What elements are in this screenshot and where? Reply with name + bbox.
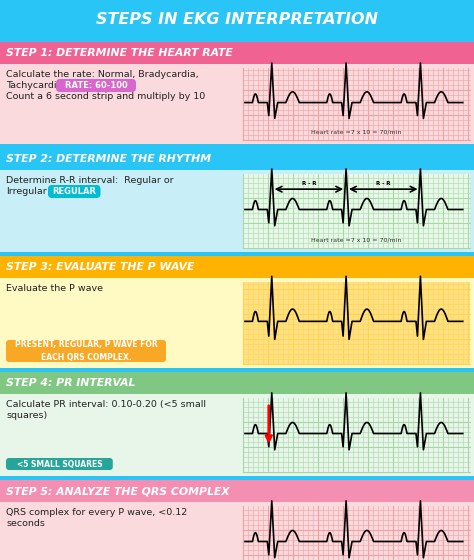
Text: Calculate PR interval: 0.10-0.20 (<5 small: Calculate PR interval: 0.10-0.20 (<5 sma… (6, 400, 206, 409)
Text: seconds: seconds (6, 519, 45, 528)
Text: STEP 1: DETERMINE THE HEART RATE: STEP 1: DETERMINE THE HEART RATE (6, 48, 233, 58)
Text: PRESENT, REGULAR, P WAVE FOR
EACH QRS COMPLEX.: PRESENT, REGULAR, P WAVE FOR EACH QRS CO… (15, 340, 157, 362)
Bar (243, 174, 470, 248)
FancyBboxPatch shape (6, 340, 166, 362)
Text: Heart rate =7 x 10 = 70/min: Heart rate =7 x 10 = 70/min (311, 130, 401, 135)
Bar (0, 64, 474, 144)
Bar (0, 256, 474, 278)
FancyBboxPatch shape (48, 185, 100, 198)
Text: Count a 6 second strip and multiply by 10: Count a 6 second strip and multiply by 1… (6, 92, 205, 101)
FancyBboxPatch shape (56, 79, 136, 92)
Text: RATE: 60-100: RATE: 60-100 (64, 81, 128, 90)
Text: STEPS IN EKG INTERPRETATION: STEPS IN EKG INTERPRETATION (96, 12, 378, 26)
Bar (0, 278, 474, 368)
Text: REGULAR: REGULAR (52, 187, 96, 196)
Bar (0, 372, 474, 394)
FancyBboxPatch shape (6, 458, 113, 470)
Text: Calculate the rate: Normal, Bradycardia,: Calculate the rate: Normal, Bradycardia, (6, 70, 199, 79)
Text: QRS complex for every P wave, <0.12: QRS complex for every P wave, <0.12 (6, 508, 187, 517)
Bar (0, 394, 474, 476)
Bar (0, 170, 474, 252)
Text: Tachycardia: Tachycardia (6, 81, 63, 90)
Text: R - R: R - R (301, 181, 316, 186)
Bar (0, 502, 474, 560)
Bar (0, 0, 474, 38)
Text: Irregular: Irregular (6, 187, 47, 196)
Text: squares): squares) (6, 411, 47, 420)
Text: STEP 3: EVALUATE THE P WAVE: STEP 3: EVALUATE THE P WAVE (6, 262, 194, 272)
Text: STEP 4: PR INTERVAL: STEP 4: PR INTERVAL (6, 378, 136, 388)
Bar (0, 42, 474, 64)
Bar (243, 398, 470, 472)
Bar (243, 506, 470, 560)
Text: Evaluate the P wave: Evaluate the P wave (6, 284, 103, 293)
Text: R - R: R - R (376, 181, 391, 186)
Text: STEP 5: ANALYZE THE QRS COMPLEX: STEP 5: ANALYZE THE QRS COMPLEX (6, 486, 229, 496)
Text: Heart rate =7 x 10 = 70/min: Heart rate =7 x 10 = 70/min (311, 238, 401, 243)
Bar (0, 148, 474, 170)
Text: <5 SMALL SQUARES: <5 SMALL SQUARES (17, 460, 102, 469)
Bar (0, 480, 474, 502)
Bar (243, 282, 470, 364)
Text: Determine R-R interval:  Regular or: Determine R-R interval: Regular or (6, 176, 173, 185)
Bar (243, 68, 470, 140)
Text: STEP 2: DETERMINE THE RHYTHM: STEP 2: DETERMINE THE RHYTHM (6, 154, 211, 164)
